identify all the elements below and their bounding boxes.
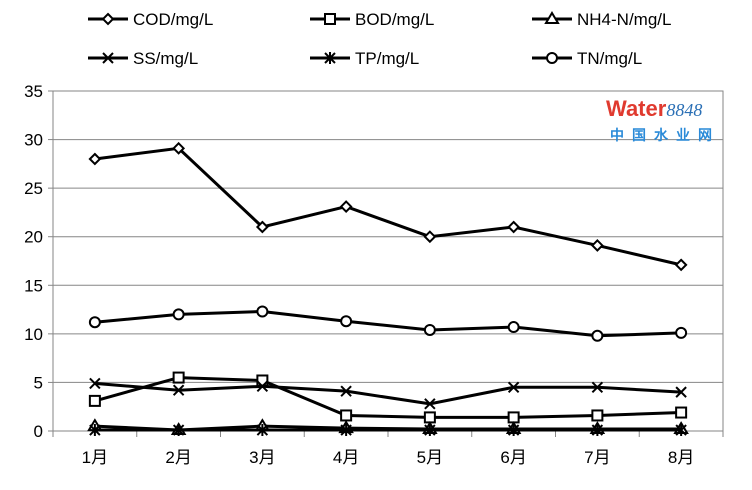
legend-item: TN/mg/L: [532, 49, 642, 68]
x-marker: [89, 377, 101, 390]
square-marker: [340, 409, 353, 422]
legend-label: COD/mg/L: [133, 10, 213, 29]
series-line: [94, 376, 682, 419]
y-tick-label: 15: [24, 276, 43, 295]
x-marker: [591, 381, 604, 393]
triangle-marker: [544, 11, 560, 24]
circle-marker: [256, 305, 269, 318]
circle-marker: [88, 316, 101, 329]
x-marker: [256, 380, 269, 393]
x-tick-label: 7月: [584, 448, 610, 467]
x-marker: [507, 381, 520, 393]
diamond-marker: [101, 12, 115, 26]
square-marker: [591, 409, 604, 422]
square-marker: [324, 13, 336, 25]
legend-label: TN/mg/L: [577, 49, 642, 68]
x-tick-label: 8月: [668, 448, 694, 467]
circle-marker: [675, 326, 688, 339]
diamond-marker: [339, 200, 353, 214]
circle-marker: [507, 321, 520, 334]
diamond-marker: [590, 239, 604, 252]
series-tn: [88, 305, 688, 342]
square-marker: [507, 411, 520, 424]
legend-label: SS/mg/L: [133, 49, 198, 68]
legend-item: NH4-N/mg/L: [532, 10, 671, 29]
circle-marker: [423, 323, 436, 336]
square-marker: [172, 371, 185, 384]
x-tick-label: 5月: [417, 448, 443, 467]
circle-marker: [340, 315, 353, 328]
y-tick-label: 25: [24, 179, 43, 198]
series-line: [94, 310, 682, 338]
watermark-line: Water8848: [606, 96, 702, 122]
square-marker: [88, 394, 101, 407]
star-marker: [675, 424, 687, 437]
x-marker: [172, 384, 185, 396]
watermark-number: 8848: [666, 100, 703, 120]
x-tick-label: 6月: [500, 448, 526, 467]
star-marker: [424, 424, 436, 437]
diamond-marker: [88, 152, 102, 166]
x-marker: [675, 386, 687, 398]
x-tick-label: 2月: [165, 448, 191, 467]
square-marker: [675, 406, 688, 419]
star-marker: [89, 424, 101, 437]
watermark-logo: Water8848 中国水业网: [606, 96, 746, 148]
y-tick-label: 0: [34, 422, 43, 441]
diamond-marker: [423, 230, 437, 244]
legend-label: BOD/mg/L: [355, 10, 434, 29]
y-tick-label: 10: [24, 325, 43, 344]
star-marker: [256, 424, 269, 437]
circle-marker: [546, 52, 558, 64]
x-marker: [424, 398, 436, 410]
series-line: [94, 381, 682, 406]
y-tick-label: 35: [24, 82, 43, 101]
square-marker: [423, 411, 436, 424]
y-tick-label: 30: [24, 131, 43, 150]
diamond-marker: [507, 220, 521, 234]
circle-marker: [591, 329, 604, 342]
x-tick-label: 3月: [249, 448, 275, 467]
series-cod: [88, 141, 688, 272]
plot-area: [52, 90, 724, 432]
series-tp: [89, 424, 687, 437]
legend-item: SS/mg/L: [88, 49, 198, 68]
y-tick-label: 5: [34, 373, 43, 392]
star-marker: [591, 424, 604, 437]
star-marker: [340, 424, 352, 437]
x-marker: [102, 52, 114, 64]
x-marker: [340, 385, 352, 397]
legend-label: NH4-N/mg/L: [577, 10, 671, 29]
x-tick-label: 4月: [333, 448, 359, 467]
star-marker: [324, 52, 336, 64]
legend-label: TP/mg/L: [355, 49, 419, 68]
legend-item: TP/mg/L: [310, 49, 419, 68]
diamond-marker: [674, 258, 688, 272]
circle-marker: [172, 308, 185, 321]
watermark-cn: 中国水业网: [610, 127, 720, 143]
watermark-brand: Water: [606, 96, 667, 121]
legend-item: BOD/mg/L: [310, 10, 434, 29]
diamond-marker: [255, 220, 269, 234]
x-tick-label: 1月: [82, 448, 108, 467]
series-ss: [89, 377, 687, 410]
series-line: [94, 146, 682, 267]
legend-item: COD/mg/L: [88, 10, 213, 29]
y-tick-label: 20: [24, 228, 43, 247]
diamond-marker: [172, 141, 186, 155]
star-marker: [172, 424, 185, 437]
star-marker: [507, 424, 520, 437]
